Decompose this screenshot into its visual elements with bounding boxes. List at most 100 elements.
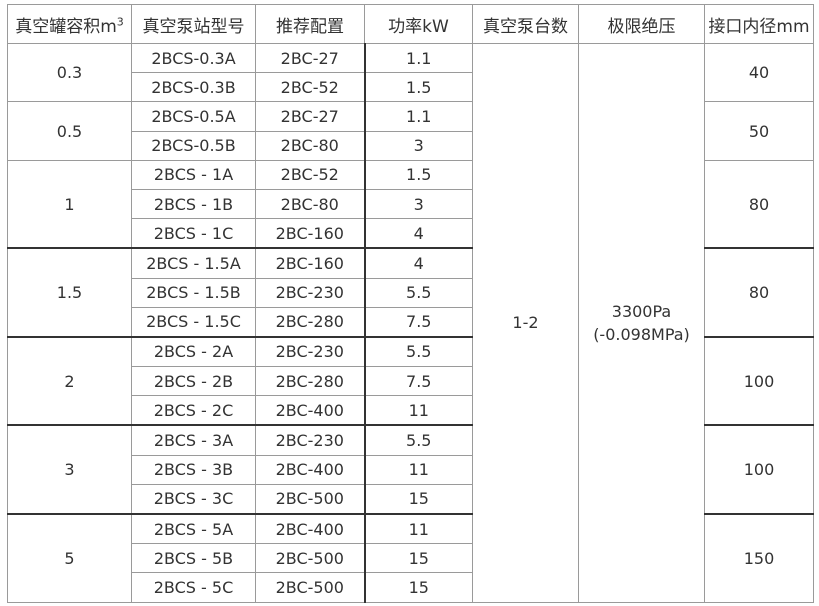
station-model-cell: 2BCS - 3A: [131, 424, 256, 456]
header-ultimate-pressure: 极限绝压: [578, 4, 705, 44]
station-model-cell: 2BCS - 3B: [131, 454, 256, 485]
recommended-config-cell: 2BC-80: [255, 130, 365, 161]
power-cell: 3: [363, 130, 473, 161]
station-model-cell: 2BCS - 1.5A: [131, 247, 256, 279]
station-model-cell: 2BCS - 1B: [131, 188, 256, 220]
pressure-mpa: (-0.098MPa): [593, 324, 690, 344]
power-cell: 7.5: [363, 306, 473, 338]
recommended-config-cell: 2BC-52: [255, 159, 365, 190]
recommended-config-cell: 2BC-27: [255, 101, 365, 132]
port-diameter-cell: 100: [704, 335, 814, 426]
port-diameter-cell: 100: [704, 424, 814, 515]
power-cell: 5.5: [363, 277, 473, 308]
power-cell: 5.5: [363, 335, 473, 368]
tank-volume-cell: 0.3: [7, 42, 132, 103]
recommended-config-cell: 2BC-500: [255, 543, 365, 574]
recommended-config-cell: 2BC-400: [255, 454, 365, 485]
table-row: 2BCS-0.3B 2BC-52 1.5: [8, 72, 814, 103]
table-row: 1.5 2BCS - 1.5A 2BC-160 4 80: [7, 247, 814, 338]
header-pump-count: 真空泵台数: [472, 4, 579, 44]
table-row: 2BCS - 3C 2BC-500 15: [8, 483, 814, 515]
recommended-config-cell: 2BC-230: [255, 424, 365, 456]
table-row: 2BCS - 2B 2BC-280 7.5: [8, 366, 814, 397]
table-row: 1 2BCS - 1A 2BC-52 1.5 80: [7, 159, 814, 249]
table-row: 2BCS - 3B 2BC-400 11: [8, 454, 814, 485]
port-diameter-cell: 150: [704, 512, 814, 603]
station-model-cell: 2BCS - 3C: [131, 483, 256, 515]
header-port-diameter: 接口内径mm: [704, 4, 814, 44]
port-diameter-cell: 40: [704, 42, 814, 103]
power-cell: 3: [363, 188, 473, 220]
port-diameter-cell: 80: [704, 159, 814, 249]
header-row: 真空罐容积m3 真空泵站型号 推荐配置 功率kW 真空泵台数 极限绝压 接口内径…: [7, 4, 814, 44]
table-row: 3 2BCS - 3A 2BC-230 5.5 100: [7, 424, 814, 515]
power-cell: 4: [363, 218, 473, 249]
station-model-cell: 2BCS-0.5B: [131, 130, 256, 161]
station-model-cell: 2BCS - 5C: [131, 572, 256, 603]
station-model-cell: 2BCS - 2B: [131, 366, 256, 397]
tank-volume-cell: 0.5: [7, 101, 132, 161]
table-row: 2BCS - 2C 2BC-400 11: [8, 395, 814, 426]
table-row: 5 2BCS - 5A 2BC-400 11 150: [7, 512, 814, 603]
station-model-cell: 2BCS - 1C: [131, 218, 256, 249]
power-cell: 1.1: [363, 101, 473, 132]
power-cell: 15: [363, 543, 473, 574]
pump-count-cell: 1-2: [472, 43, 579, 603]
table-row: 0.5 2BCS-0.5A 2BC-27 1.1 50: [7, 101, 814, 161]
pressure-pa: 3300Pa: [611, 301, 672, 321]
station-model-cell: 2BCS-0.3A: [131, 42, 256, 74]
table-row: 2BCS - 1.5B 2BC-230 5.5: [8, 277, 814, 308]
power-cell: 1.5: [363, 72, 473, 103]
power-cell: 15: [363, 483, 473, 515]
table-row: 2BCS - 1B 2BC-80 3: [8, 188, 814, 220]
recommended-config-cell: 2BC-230: [255, 335, 365, 368]
station-model-cell: 2BCS - 5A: [131, 513, 256, 545]
recommended-config-cell: 2BC-80: [255, 188, 365, 220]
station-model-cell: 2BCS - 2C: [131, 395, 256, 426]
station-model-cell: 2BCS - 1.5B: [131, 277, 256, 308]
power-cell: 15: [363, 572, 473, 603]
tank-volume-cell: 3: [7, 424, 132, 515]
tank-volume-cell: 2: [7, 335, 132, 426]
recommended-config-cell: 2BC-160: [255, 218, 365, 249]
power-cell: 4: [363, 247, 473, 279]
recommended-config-cell: 2BC-160: [255, 247, 365, 279]
station-model-cell: 2BCS - 1A: [131, 159, 256, 190]
tank-volume-cell: 5: [7, 512, 132, 603]
table-row: 2BCS-0.5B 2BC-80 3: [8, 130, 814, 161]
header-power: 功率kW: [364, 4, 473, 44]
tank-volume-cell: 1: [7, 159, 132, 249]
recommended-config-cell: 2BC-52: [255, 72, 365, 103]
table-row: 0.3 2BCS-0.3A 2BC-27 1.1 1-2 3300Pa (-0.098MPa…: [7, 42, 814, 603]
power-cell: 11: [363, 395, 473, 426]
table-row: 2BCS - 5B 2BC-500 15: [8, 543, 814, 574]
station-model-cell: 2BCS - 1.5C: [131, 306, 256, 338]
power-cell: 1.5: [363, 159, 473, 190]
vacuum-pump-station-table: 真空罐容积m3 真空泵站型号 推荐配置 功率kW 真空泵台数 极限绝压 接口内径…: [7, 4, 814, 603]
header-tank-volume: 真空罐容积m3: [7, 4, 132, 44]
recommended-config-cell: 2BC-400: [255, 395, 365, 426]
recommended-config-cell: 2BC-27: [255, 42, 365, 74]
recommended-config-cell: 2BC-400: [255, 513, 365, 545]
recommended-config-cell: 2BC-500: [255, 483, 365, 515]
station-model-cell: 2BCS - 2A: [131, 335, 256, 368]
power-cell: 11: [363, 513, 473, 545]
power-cell: 7.5: [363, 366, 473, 397]
recommended-config-cell: 2BC-500: [255, 572, 365, 603]
header-station-model: 真空泵站型号: [131, 4, 256, 44]
power-cell: 11: [363, 454, 473, 485]
port-diameter-cell: 50: [704, 101, 814, 161]
station-model-cell: 2BCS-0.5A: [131, 101, 256, 132]
tank-volume-cell: 1.5: [7, 247, 132, 338]
table-row: 2BCS - 5C 2BC-500 15: [8, 572, 814, 603]
recommended-config-cell: 2BC-280: [255, 306, 365, 338]
station-model-cell: 2BCS - 5B: [131, 543, 256, 574]
ultimate-pressure-cell: 3300Pa (-0.098MPa): [578, 43, 705, 603]
station-model-cell: 2BCS-0.3B: [131, 72, 256, 103]
recommended-config-cell: 2BC-230: [255, 277, 365, 308]
port-diameter-cell: 80: [704, 247, 814, 338]
power-cell: 1.1: [363, 42, 473, 74]
table-row: 2BCS - 1C 2BC-160 4: [8, 218, 814, 249]
power-cell: 5.5: [363, 424, 473, 456]
header-recommended: 推荐配置: [255, 4, 365, 44]
